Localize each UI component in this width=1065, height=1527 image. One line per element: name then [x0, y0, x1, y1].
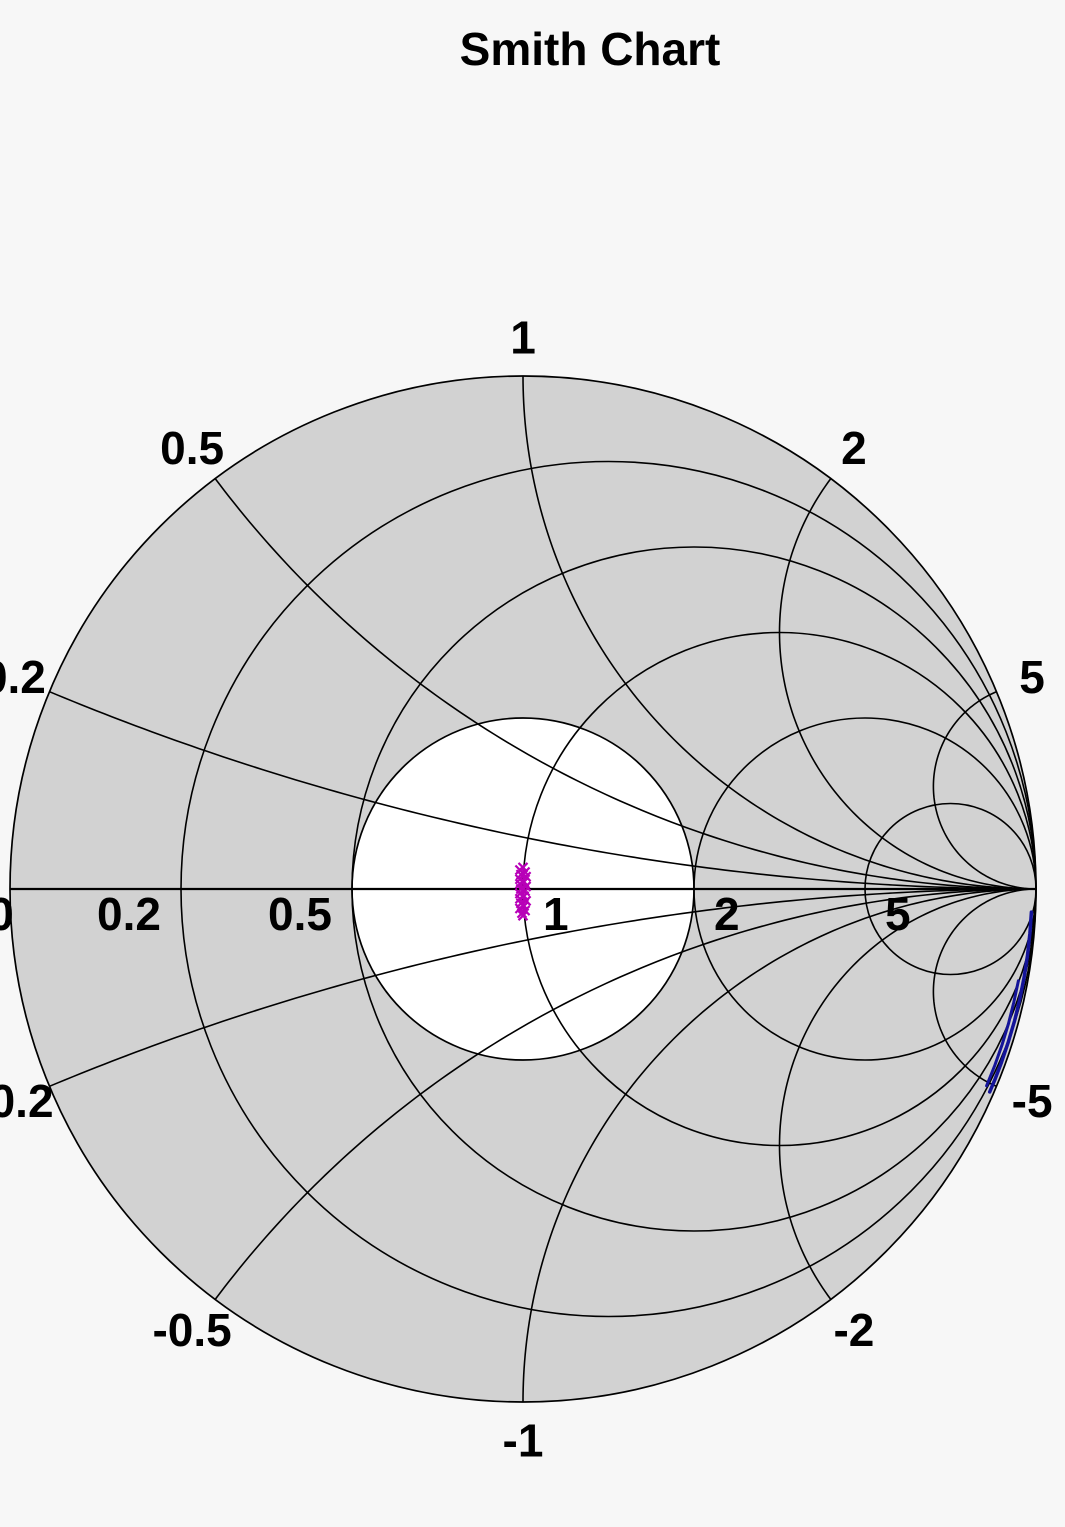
reactance-arc--1 — [522, 888, 1037, 1403]
reactance-arc--5 — [932, 888, 1037, 1088]
reactance-arc-5 — [932, 690, 1037, 890]
reactance-label--0.2: -0.2 — [0, 1075, 54, 1127]
reactance-label--1: -1 — [503, 1415, 544, 1467]
series-s11-trace-inner — [985, 979, 1020, 1088]
reactance-arc--0.5 — [214, 888, 1037, 1300]
reactance-label--5: -5 — [1012, 1075, 1053, 1127]
x-marker — [517, 910, 529, 921]
trace-layer — [514, 862, 1034, 1094]
reactance-label-2: 2 — [841, 422, 867, 474]
series-measured-points — [514, 862, 532, 921]
trace-line — [987, 910, 1034, 1094]
reactance-arc--2 — [778, 888, 1037, 1300]
axis-label-5: 5 — [885, 888, 911, 940]
reactance-label--0.5: -0.5 — [152, 1304, 231, 1356]
reactance-label--2: -2 — [833, 1304, 874, 1356]
reactance-arc-0.2 — [49, 690, 1037, 890]
reactance-label-0.2: 0.2 — [0, 651, 46, 703]
axis-label-0.2: 0.2 — [97, 888, 161, 940]
reactance-label-1: 1 — [510, 312, 536, 364]
axis-label-1: 1 — [543, 888, 569, 940]
trace-line — [985, 979, 1020, 1088]
label-layer: 1 0.5 2 0.2 5 -0.2 -5 -0.5 -2 -1 0 0.2 0.5 1 2 5 — [0, 312, 1053, 1467]
reactance-arc--0.2 — [49, 888, 1037, 1088]
reactance-label-5: 5 — [1019, 651, 1045, 703]
reactance-arc-2 — [778, 478, 1037, 890]
reactance-arc-0.5 — [214, 478, 1037, 890]
axis-label-0: 0 — [0, 888, 14, 940]
reactance-arc-1 — [522, 375, 1037, 890]
reactance-label-0.5: 0.5 — [160, 422, 224, 474]
series-s11-trace-outer — [987, 910, 1034, 1094]
chart-title: Smith Chart — [459, 23, 721, 75]
axis-label-2: 2 — [714, 888, 740, 940]
axis-label-0.5: 0.5 — [268, 888, 332, 940]
